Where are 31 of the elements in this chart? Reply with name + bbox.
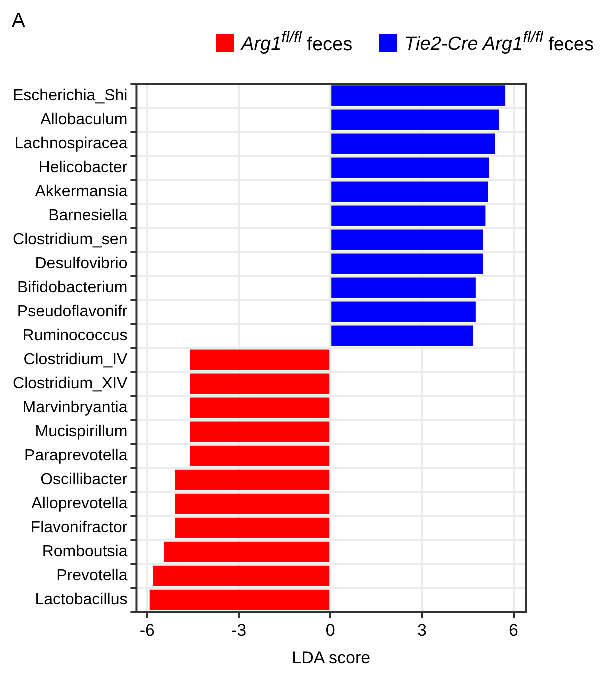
y-tick-label: Helicobacter	[38, 159, 128, 176]
y-tick-label: Marvinbryantia	[22, 400, 128, 417]
y-tick-label: Mucispirillum	[35, 424, 128, 441]
y-tick-label: Lachnospiracea	[14, 135, 128, 152]
y-tick-label: Flavonifractor	[30, 520, 128, 537]
y-tick-label: Clostridium_XIV	[13, 376, 128, 393]
legend-label: Arg1$^{fl/fl}$ feces	[242, 30, 353, 56]
y-tick-label: Paraprevotella	[24, 448, 128, 465]
y-tick-label: Clostridium_IV	[24, 352, 128, 369]
x-tick-label: 6	[509, 621, 519, 640]
x-tick-label: 0	[326, 621, 336, 640]
y-tick-label: Clostridium_sen	[13, 231, 128, 248]
y-tick-label: Lactobacillus	[35, 592, 128, 609]
y-tick-label: Barnesiella	[48, 207, 128, 224]
legend-label: Tie2-Cre Arg1$^{fl/fl}$ feces	[404, 30, 594, 56]
chart-title: A	[12, 10, 26, 33]
y-tick-label: Allobaculum	[40, 111, 128, 128]
y-tick-label: Desulfovibrio	[35, 255, 128, 272]
y-tick-label: Akkermansia	[35, 183, 128, 200]
x-tick-label: -6	[140, 621, 155, 640]
y-tick-label: Prevotella	[56, 568, 128, 585]
y-tick-label: Pseudoflavonifr	[17, 303, 128, 320]
y-tick-label: Bifidobacterium	[17, 279, 128, 296]
y-tick-label: Romboutsia	[42, 544, 128, 561]
y-tick-label: Ruminococcus	[22, 328, 128, 344]
x-tick-label: 3	[417, 621, 427, 640]
x-tick-label: -3	[231, 621, 247, 640]
y-tick-label: Alloprevotella	[32, 496, 128, 513]
x-axis-title: LDA score	[292, 648, 371, 668]
y-tick-label: Escherichia_Shi	[12, 87, 128, 104]
y-tick-label: Oscillibacter	[40, 472, 128, 489]
